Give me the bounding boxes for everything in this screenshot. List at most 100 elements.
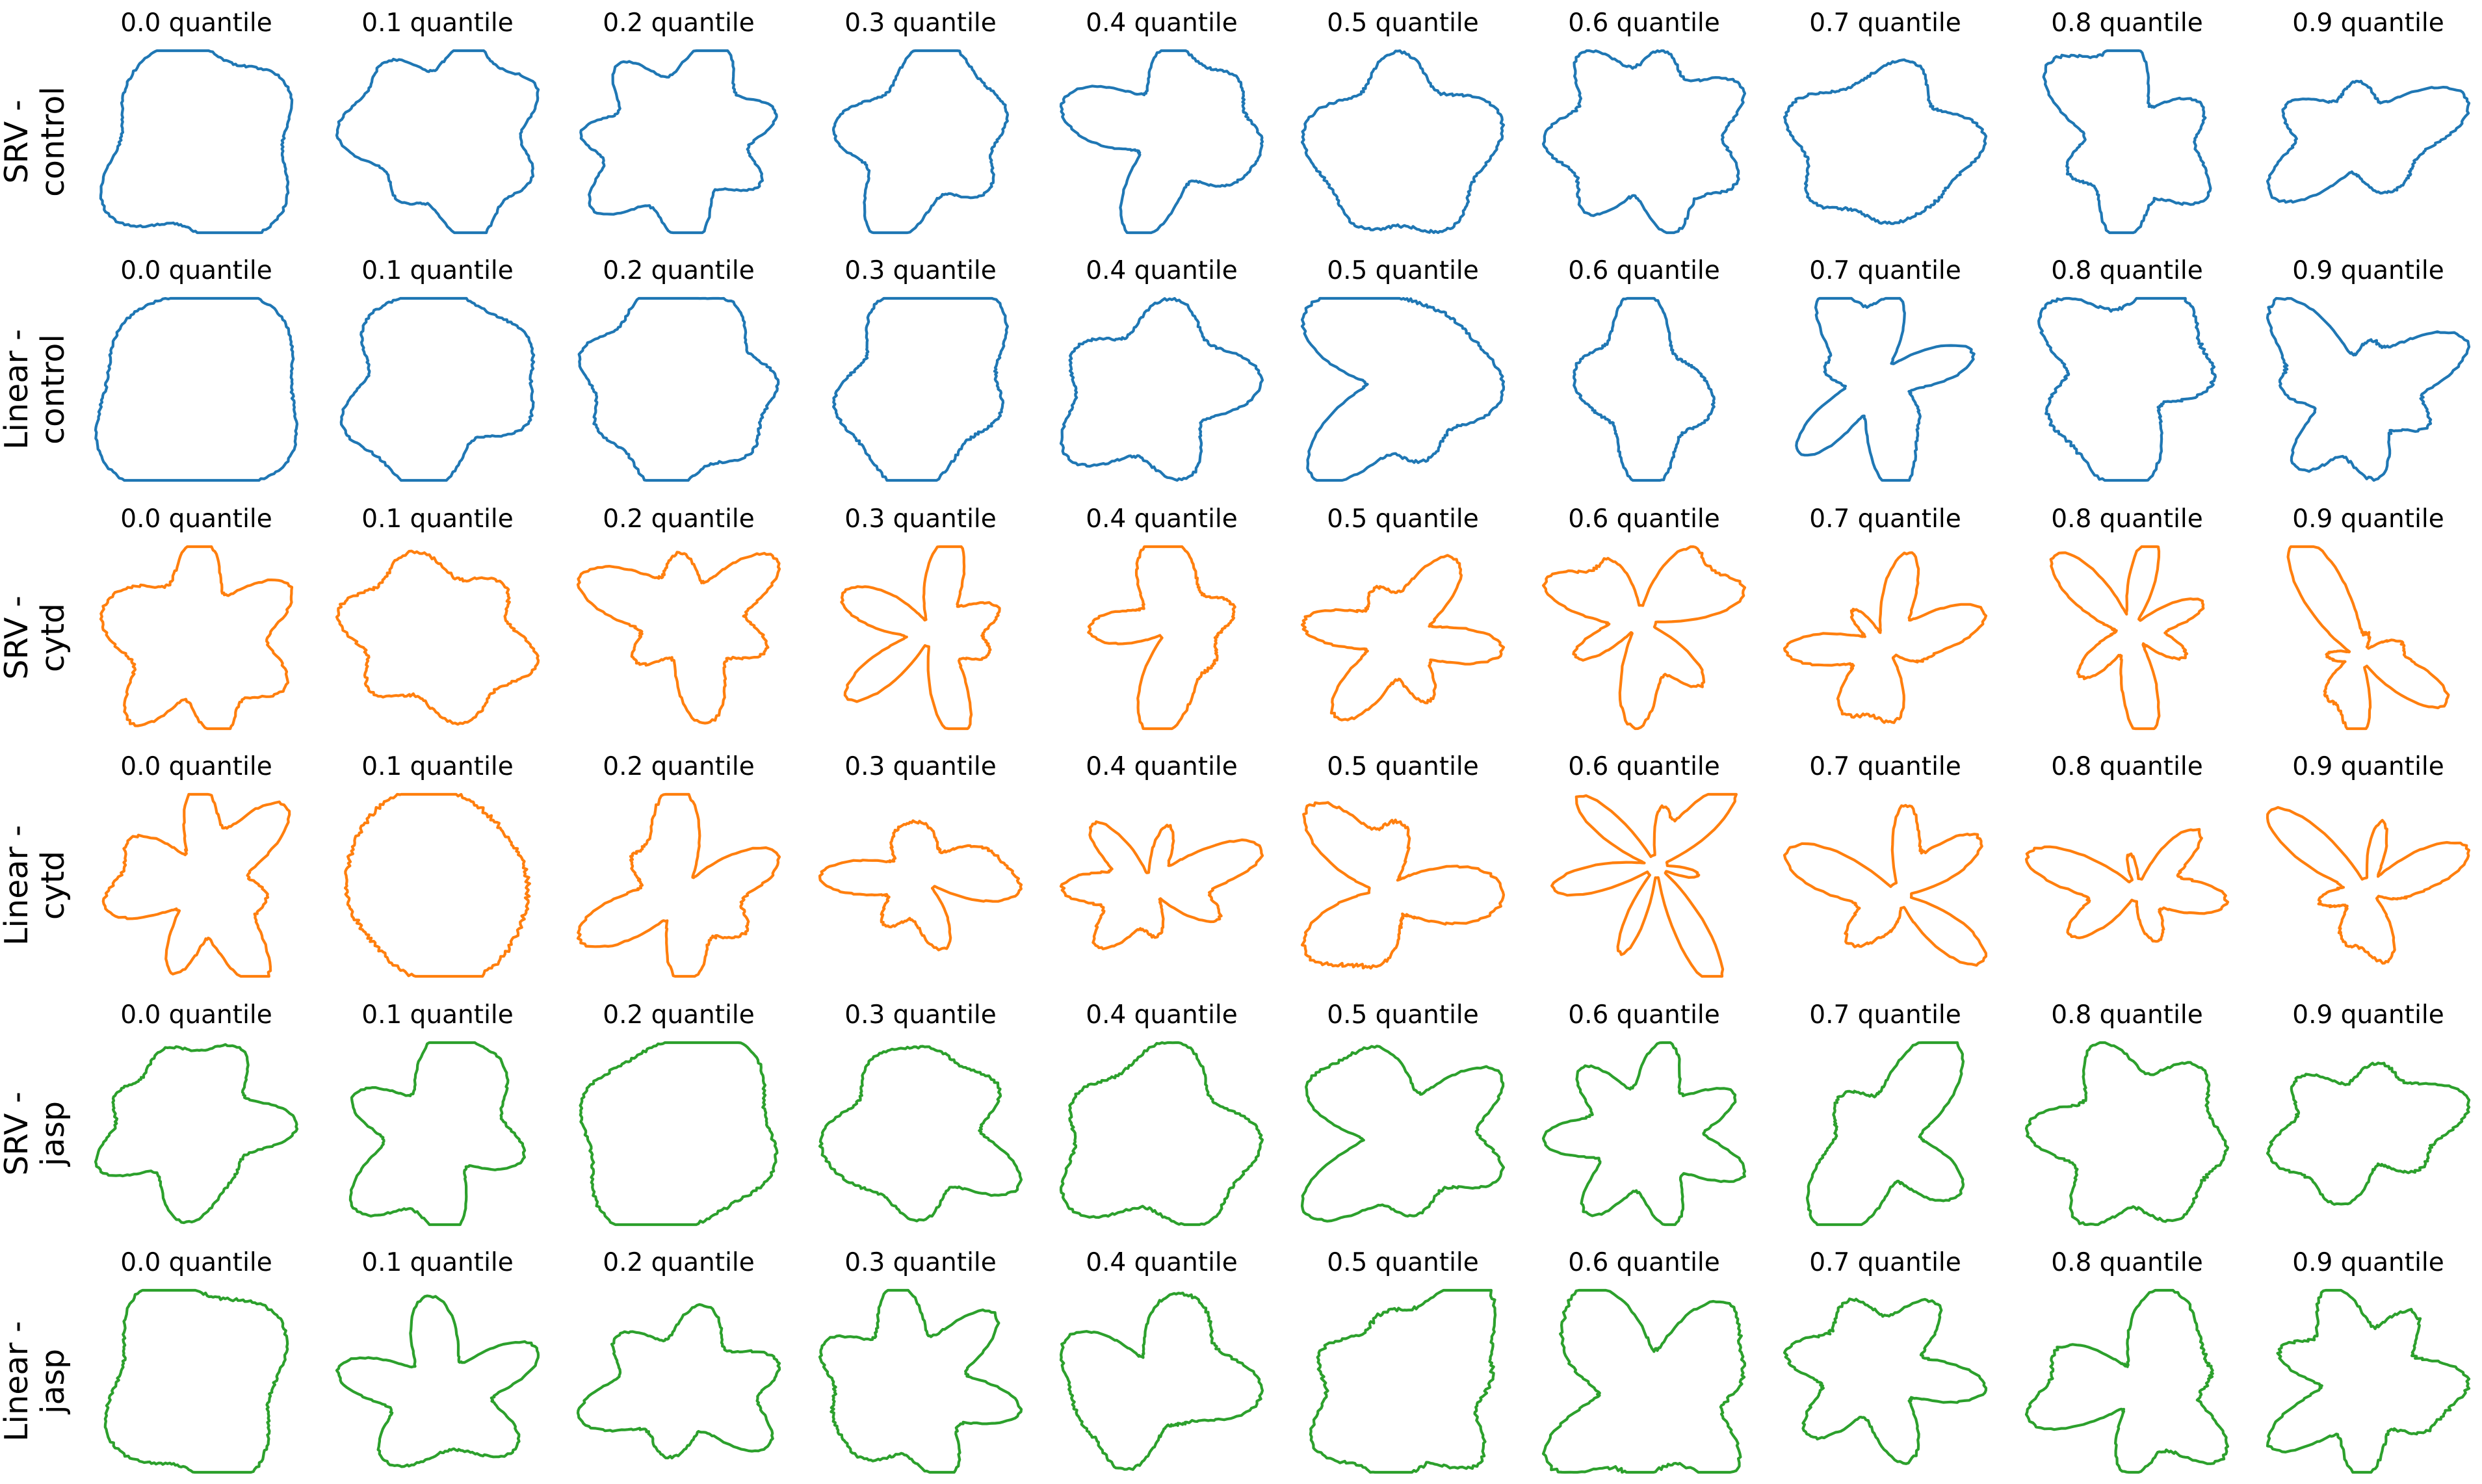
cell-contour xyxy=(579,1041,779,1227)
cell-contour xyxy=(2266,79,2471,204)
row-label: SRV -control xyxy=(0,86,72,197)
quantile-title: 0.6 quantile xyxy=(1568,1248,1719,1277)
cell-contour xyxy=(1059,1292,1264,1471)
quantile-title: 0.0 quantile xyxy=(120,1000,272,1030)
quantile-title: 0.3 quantile xyxy=(844,1000,996,1030)
cell-contour xyxy=(2024,1041,2230,1227)
cell-contour xyxy=(1783,58,1988,226)
quantile-title: 0.0 quantile xyxy=(120,8,272,38)
quantile-title: 0.0 quantile xyxy=(120,256,272,285)
cell-contour xyxy=(2266,296,2471,482)
quantile-title: 0.7 quantile xyxy=(1809,256,1961,285)
quantile-title: 0.2 quantile xyxy=(603,504,754,534)
quantile-title: 0.2 quantile xyxy=(603,8,754,38)
cell-contour xyxy=(1059,820,1264,950)
cell-contour xyxy=(576,551,781,725)
cell-contour xyxy=(2266,1288,2471,1474)
quantile-title: 0.8 quantile xyxy=(2051,504,2202,534)
cell-contour xyxy=(1541,1041,1747,1227)
quantile-title: 0.8 quantile xyxy=(2051,1000,2202,1030)
cell-contour xyxy=(1087,545,1236,731)
quantile-title: 0.9 quantile xyxy=(2292,256,2444,285)
quantile-title: 0.4 quantile xyxy=(1086,1248,1237,1277)
quantile-title: 0.0 quantile xyxy=(120,752,272,781)
quantile-title: 0.2 quantile xyxy=(603,752,754,781)
quantile-title: 0.5 quantile xyxy=(1327,1248,1478,1277)
cell-contour xyxy=(1300,801,1506,970)
cell-contour xyxy=(339,296,536,482)
cell-contour xyxy=(99,545,294,731)
quantile-title: 0.4 quantile xyxy=(1086,1000,1237,1030)
quantile-title: 0.0 quantile xyxy=(120,1248,272,1277)
quantile-title: 0.2 quantile xyxy=(603,1000,754,1030)
cell-contour xyxy=(2266,1061,2471,1206)
quantile-title: 0.7 quantile xyxy=(1809,8,1961,38)
cell-contour xyxy=(1550,792,1738,978)
row-label: SRV -jasp xyxy=(0,1091,72,1175)
cell-contour xyxy=(2024,1288,2230,1474)
cell-contour xyxy=(2266,806,2471,965)
quantile-title: 0.8 quantile xyxy=(2051,752,2202,781)
row-label: Linear -cytd xyxy=(0,825,72,946)
quantile-title: 0.5 quantile xyxy=(1327,752,1478,781)
cell-contour xyxy=(99,49,294,235)
quantile-title: 0.5 quantile xyxy=(1327,8,1478,38)
quantile-title: 0.2 quantile xyxy=(603,1248,754,1277)
cell-contour xyxy=(1300,1045,1506,1223)
cell-contour xyxy=(818,1045,1023,1223)
cell-contour xyxy=(1541,49,1747,235)
quantile-title: 0.8 quantile xyxy=(2051,256,2202,285)
cell-contour xyxy=(335,1294,540,1468)
quantile-title: 0.7 quantile xyxy=(1809,1000,1961,1030)
cell-contour xyxy=(1805,1041,1965,1227)
cell-contour xyxy=(1059,49,1264,235)
cell-contour xyxy=(1059,1041,1264,1227)
cell-contour xyxy=(831,49,1010,235)
cell-contour xyxy=(94,296,299,482)
cell-contour xyxy=(1300,296,1506,482)
cell-contour xyxy=(94,1043,299,1225)
cell-contour xyxy=(1059,296,1264,482)
quantile-title: 0.3 quantile xyxy=(844,256,996,285)
cell-contour xyxy=(1795,296,1976,482)
quantile-title: 0.1 quantile xyxy=(361,1000,513,1030)
quantile-title: 0.8 quantile xyxy=(2051,1248,2202,1277)
quantile-title: 0.6 quantile xyxy=(1568,256,1719,285)
quantile-title: 0.7 quantile xyxy=(1809,504,1961,534)
cell-contour xyxy=(818,819,1023,952)
cell-contour xyxy=(335,549,540,726)
quantile-title: 0.5 quantile xyxy=(1327,256,1478,285)
quantile-title: 0.4 quantile xyxy=(1086,8,1237,38)
quantile-title: 0.0 quantile xyxy=(120,504,272,534)
row-label: Linear -jasp xyxy=(0,1321,72,1442)
cell-contour xyxy=(2042,49,2212,235)
quantile-title: 0.4 quantile xyxy=(1086,752,1237,781)
cell-contour xyxy=(2049,545,2205,731)
quantile-title: 0.6 quantile xyxy=(1568,752,1719,781)
cell-contour xyxy=(2037,296,2217,482)
quantile-title: 0.6 quantile xyxy=(1568,1000,1719,1030)
quantile-title: 0.3 quantile xyxy=(844,752,996,781)
quantile-title: 0.9 quantile xyxy=(2292,8,2444,38)
cell-contour xyxy=(1309,1288,1497,1474)
cell-contour xyxy=(103,1288,289,1474)
cell-contour xyxy=(576,792,781,978)
cell-contour xyxy=(344,792,531,978)
cell-contour xyxy=(840,545,1001,731)
quantile-title: 0.9 quantile xyxy=(2292,752,2444,781)
quantile-title: 0.3 quantile xyxy=(844,1248,996,1277)
cell-contour xyxy=(1783,551,1988,724)
quantile-title: 0.6 quantile xyxy=(1568,8,1719,38)
quantile-title: 0.1 quantile xyxy=(361,504,513,534)
cell-contour xyxy=(1541,1288,1747,1474)
row-label: SRV -cytd xyxy=(0,595,72,679)
quantile-title: 0.1 quantile xyxy=(361,256,513,285)
cell-contour xyxy=(579,49,778,235)
cell-contour xyxy=(1783,803,1988,967)
quantile-title: 0.6 quantile xyxy=(1568,504,1719,534)
cell-contour xyxy=(101,792,291,978)
quantile-title: 0.4 quantile xyxy=(1086,504,1237,534)
quantile-title: 0.9 quantile xyxy=(2292,1000,2444,1030)
quantile-title: 0.9 quantile xyxy=(2292,504,2444,534)
